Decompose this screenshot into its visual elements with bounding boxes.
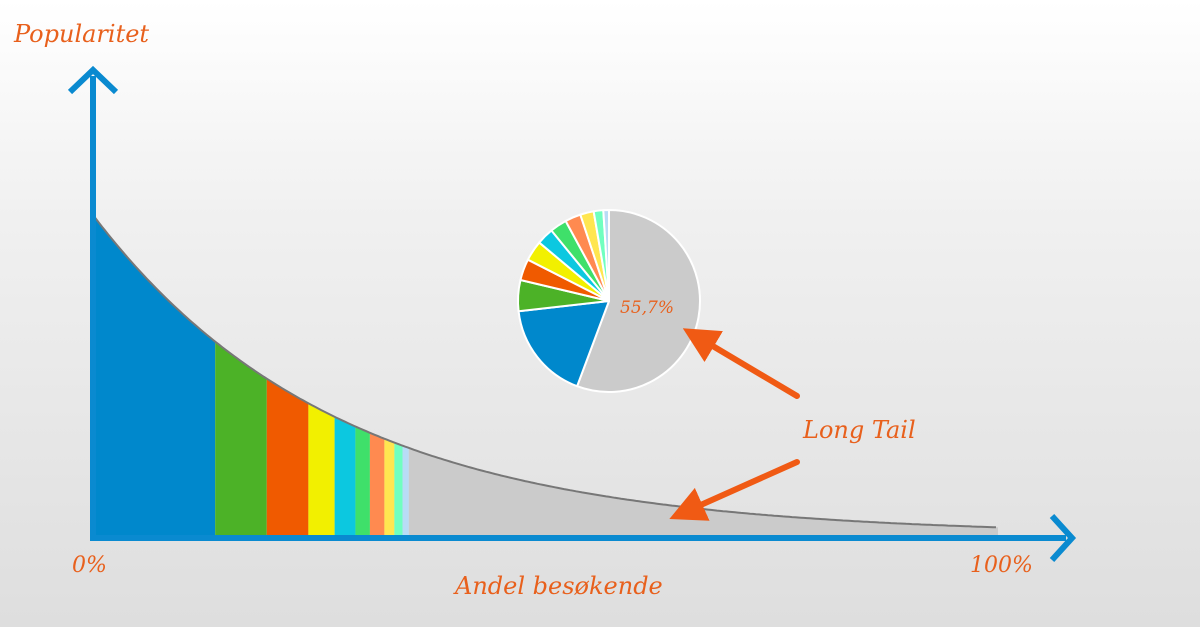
pie-chart [517,209,701,393]
pie-slice-11 [602,209,610,302]
long-tail-annotation: Long Tail [803,416,916,444]
popularity-curve [92,214,997,529]
area-segment-3 [266,378,309,535]
area-segment-8 [384,438,395,535]
long-tail-segment [408,447,998,535]
pie-slice-long-tail [576,209,701,393]
area-segment-6 [355,426,370,535]
area-segment-9 [394,442,403,535]
area-segments [93,215,998,535]
pie-percent-label: 55,7% [620,298,675,318]
area-segment-4 [308,403,335,535]
arrow-to-tail [669,459,800,521]
x-axis-arrowhead [1049,513,1077,563]
area-segment-7 [369,432,385,535]
area-segment-10 [402,445,409,535]
x-axis-min-label: 0% [72,553,107,578]
area-segment-1 [93,215,216,535]
area-segment-5 [334,416,356,535]
arrow-to-pie [682,328,800,399]
pie-slice-2 [517,300,610,388]
x-axis-max-label: 100% [970,553,1033,578]
area-segment-2 [215,341,267,535]
x-axis-label: Andel besøkende [455,572,663,600]
y-axis-arrowhead [67,65,119,95]
y-axis-label: Popularitet [14,20,150,48]
